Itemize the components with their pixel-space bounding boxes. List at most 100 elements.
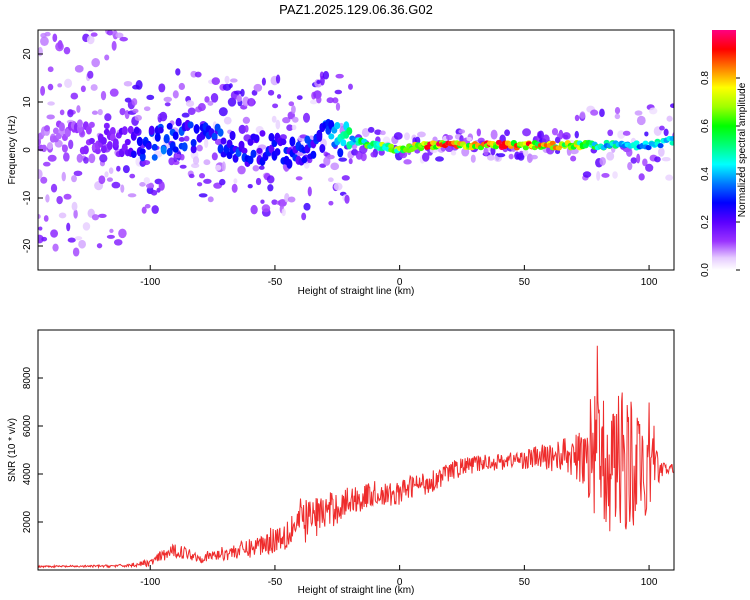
spectrogram-cell: [255, 177, 262, 186]
spectrogram-ridge-cell: [46, 142, 53, 150]
x-tick-label: 50: [519, 277, 531, 288]
spectrogram-ridge-cell: [388, 143, 395, 149]
spectrogram-ridge-cell: [286, 158, 293, 169]
spectrogram-cell: [86, 35, 95, 45]
spectrogram-ridge-cell: [220, 137, 227, 145]
spectrogram-cell: [642, 158, 648, 167]
spectrogram-cell: [44, 31, 51, 37]
spectrogram-cell: [287, 196, 296, 203]
spectrogram-ridge-cell: [187, 121, 194, 129]
spectrogram-cell: [47, 66, 54, 73]
spectrogram-cell: [483, 147, 489, 156]
spectrogram-cell: [622, 130, 631, 136]
spectrogram-cell: [211, 77, 221, 86]
spectrogram-ridge-cell: [94, 147, 101, 155]
spectrogram-ridge-cell: [88, 137, 95, 145]
spectrogram-cell: [590, 109, 599, 116]
spectrogram-cell: [185, 100, 195, 107]
spectrogram-cell: [316, 96, 322, 104]
spectrogram-cell: [143, 177, 151, 184]
spectrogram-cell: [183, 135, 190, 142]
spectrogram-cell: [52, 33, 58, 43]
spectrogram-cell: [247, 97, 256, 107]
spectrogram-cell: [120, 184, 125, 193]
spectrogram-cell: [271, 199, 278, 205]
spectrogram-cell: [223, 116, 232, 125]
spectrogram-cell: [62, 152, 70, 162]
spectrogram-cell: [211, 152, 218, 161]
spectrogram-cell: [179, 153, 185, 161]
spectrogram-ridge-cell: [642, 140, 649, 146]
spectrogram-cell: [267, 184, 274, 192]
spectrogram-ridge-cell: [229, 130, 236, 141]
spectrogram-ridge-cell: [256, 147, 263, 154]
spectrogram-cell: [295, 176, 303, 181]
spectrogram-cell: [361, 127, 370, 138]
spectrogram-cell: [666, 115, 673, 122]
spectrogram-cell: [52, 243, 59, 252]
spectrogram-cell: [596, 170, 601, 181]
spectrogram-cell: [41, 236, 48, 242]
spectrogram-cell: [335, 102, 341, 111]
y-tick-label: 8000: [22, 366, 33, 389]
spectrogram-cell: [267, 89, 275, 96]
spectrogram-cell: [334, 89, 343, 95]
colorbar-tick-label: 0.4: [700, 167, 711, 181]
spectrogram-ridge-cell: [38, 138, 41, 146]
spectrogram-cell: [238, 124, 246, 134]
spectrogram-cell: [665, 174, 673, 181]
spectrogram-cell: [43, 215, 49, 222]
spectrogram-cell: [104, 54, 110, 61]
snr-x-label: Height of straight line (km): [298, 585, 415, 596]
spectrogram-ridge-cell: [280, 138, 287, 146]
spectrogram-cell: [119, 107, 126, 116]
spectrogram-cell: [634, 110, 643, 116]
spectrogram-cell: [219, 178, 226, 186]
spectrogram-cell: [210, 93, 219, 103]
spectrogram-cell: [303, 202, 311, 211]
spectrogram-cell: [393, 132, 403, 140]
spectrogram-cell: [233, 90, 242, 95]
spectrogram-ridge-cell: [190, 139, 197, 147]
spectrogram-ridge-cell: [172, 146, 179, 153]
spectrogram-cell: [526, 153, 533, 164]
spectrogram-cell: [76, 105, 81, 113]
spectrogram-ridge-cell: [52, 127, 59, 135]
spectrogram-cell: [47, 83, 54, 91]
spectrogram-cell: [196, 182, 203, 187]
spectrogram-ridge-cell: [145, 142, 152, 150]
spectrogram-cell: [91, 214, 99, 221]
spectrogram-cell: [188, 173, 195, 179]
spectrogram-ridge-cell: [477, 145, 484, 151]
spectrogram-ridge-cell: [100, 145, 107, 154]
spectrogram-cell: [606, 151, 615, 161]
spectrogram-cell: [288, 101, 295, 107]
spectrogram-ridge-cell: [549, 140, 556, 146]
spectrogram-cell: [517, 152, 525, 161]
spectrogram-cell: [98, 175, 106, 185]
spectrogram-cell: [330, 162, 340, 171]
spectrogram-cell: [98, 213, 107, 218]
spectrogram-cell: [302, 112, 311, 123]
spectrogram-cell: [247, 183, 253, 189]
spectrogram-cell: [242, 116, 251, 124]
spectrogram-cell: [614, 106, 621, 115]
spectrogram-cell: [59, 109, 65, 116]
spectrogram-cell: [214, 164, 222, 171]
spectrogram-cell: [56, 195, 63, 205]
spectrogram-cell: [341, 175, 350, 181]
spectrogram-y-axis: -20 -10 0 10 20: [22, 48, 43, 253]
spectrogram-cell: [260, 199, 265, 204]
spectrogram-cell: [250, 204, 258, 215]
spectrogram-cell: [104, 171, 109, 178]
spectrogram-cell: [50, 229, 59, 238]
spectrogram-cell: [278, 199, 287, 207]
spectrogram-cell: [151, 205, 159, 214]
spectrogram-ridge-cell: [669, 135, 674, 141]
spectrogram-cell: [100, 90, 107, 101]
spectrogram-ridge-cell: [109, 126, 116, 136]
spectrogram-ridge-cell: [103, 122, 110, 130]
spectrogram-cell: [327, 177, 334, 182]
spectrogram-ridge-cell: [319, 144, 326, 153]
